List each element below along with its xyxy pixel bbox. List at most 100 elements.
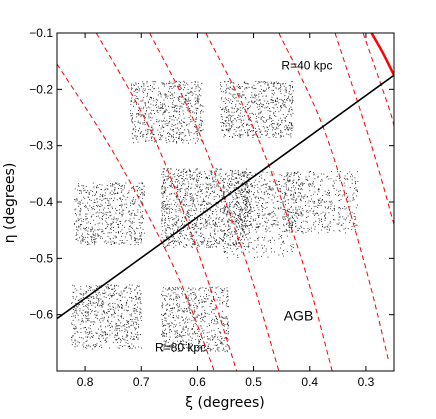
star-point — [221, 98, 222, 100]
star-point — [181, 335, 183, 337]
star-point — [198, 315, 200, 316]
star-point — [224, 252, 226, 253]
star-point — [289, 208, 290, 210]
star-point — [205, 220, 207, 222]
star-point — [189, 344, 191, 346]
star-point — [303, 196, 305, 198]
star-point — [270, 102, 272, 103]
star-point — [248, 190, 250, 192]
star-point — [224, 134, 225, 135]
star-point — [123, 196, 125, 198]
star-point — [131, 313, 132, 315]
star-point — [121, 190, 123, 192]
star-point — [118, 231, 120, 233]
star-point — [174, 105, 176, 107]
star-point — [175, 289, 176, 291]
star-point — [107, 320, 108, 322]
star-point — [165, 288, 167, 290]
star-point — [287, 189, 289, 191]
star-point — [163, 203, 164, 205]
star-point — [211, 173, 213, 175]
star-point — [187, 306, 189, 308]
star-point — [197, 329, 198, 330]
star-point — [116, 335, 118, 337]
star-point — [201, 314, 203, 316]
star-point — [120, 192, 122, 193]
star-point — [168, 315, 170, 317]
star-point — [261, 81, 263, 83]
star-point — [143, 115, 145, 116]
star-point — [179, 304, 180, 306]
star-point — [232, 94, 234, 96]
star-point — [88, 193, 90, 194]
star-point — [201, 105, 203, 106]
star-point — [235, 243, 237, 245]
star-point — [178, 86, 180, 87]
star-point — [217, 322, 219, 324]
star-point — [230, 213, 232, 215]
star-point — [279, 236, 281, 237]
star-point — [216, 317, 217, 319]
star-point — [181, 183, 183, 185]
star-point — [291, 232, 293, 233]
star-point — [280, 206, 282, 208]
star-point — [194, 126, 195, 127]
star-point — [226, 252, 228, 254]
star-point — [239, 213, 241, 214]
star-point — [291, 226, 293, 228]
star-point — [195, 288, 196, 290]
star-point — [210, 227, 212, 229]
star-point — [288, 124, 290, 126]
star-point — [191, 120, 193, 122]
star-point — [142, 194, 144, 196]
star-point — [86, 318, 88, 319]
star-point — [136, 215, 138, 216]
star-point — [251, 191, 252, 193]
star-point — [190, 187, 192, 189]
star-point — [199, 187, 200, 189]
star-point — [81, 220, 82, 222]
star-point — [204, 205, 205, 207]
star-point — [295, 208, 297, 210]
star-point — [276, 83, 278, 85]
star-point — [205, 301, 207, 303]
star-point — [163, 180, 165, 182]
star-point — [179, 111, 180, 112]
star-point — [164, 320, 166, 322]
star-point — [221, 130, 223, 131]
star-point — [214, 309, 216, 311]
star-point — [113, 200, 114, 201]
star-point — [104, 189, 106, 191]
star-point — [260, 185, 262, 187]
star-point — [202, 338, 203, 340]
star-point — [115, 307, 117, 309]
star-point — [275, 224, 277, 226]
star-point — [236, 110, 238, 111]
star-point — [93, 239, 94, 241]
star-point — [166, 320, 167, 322]
star-point — [253, 181, 255, 183]
star-point — [245, 184, 247, 186]
star-point — [169, 115, 171, 117]
star-point — [243, 107, 244, 108]
star-point — [255, 127, 256, 129]
star-point — [101, 347, 103, 348]
star-point — [219, 297, 221, 299]
star-point — [115, 237, 117, 239]
star-point — [146, 137, 148, 139]
star-point — [265, 221, 267, 223]
star-point — [114, 294, 115, 296]
star-point — [181, 331, 183, 332]
star-point — [250, 242, 252, 243]
star-point — [189, 102, 191, 104]
star-point — [184, 135, 186, 137]
star-point — [226, 317, 228, 319]
star-point — [282, 217, 284, 219]
star-point — [232, 101, 233, 102]
star-point — [103, 310, 105, 312]
star-point — [227, 332, 229, 334]
star-point — [212, 338, 214, 340]
star-point — [244, 197, 246, 199]
star-point — [343, 218, 345, 220]
star-point — [221, 196, 223, 198]
